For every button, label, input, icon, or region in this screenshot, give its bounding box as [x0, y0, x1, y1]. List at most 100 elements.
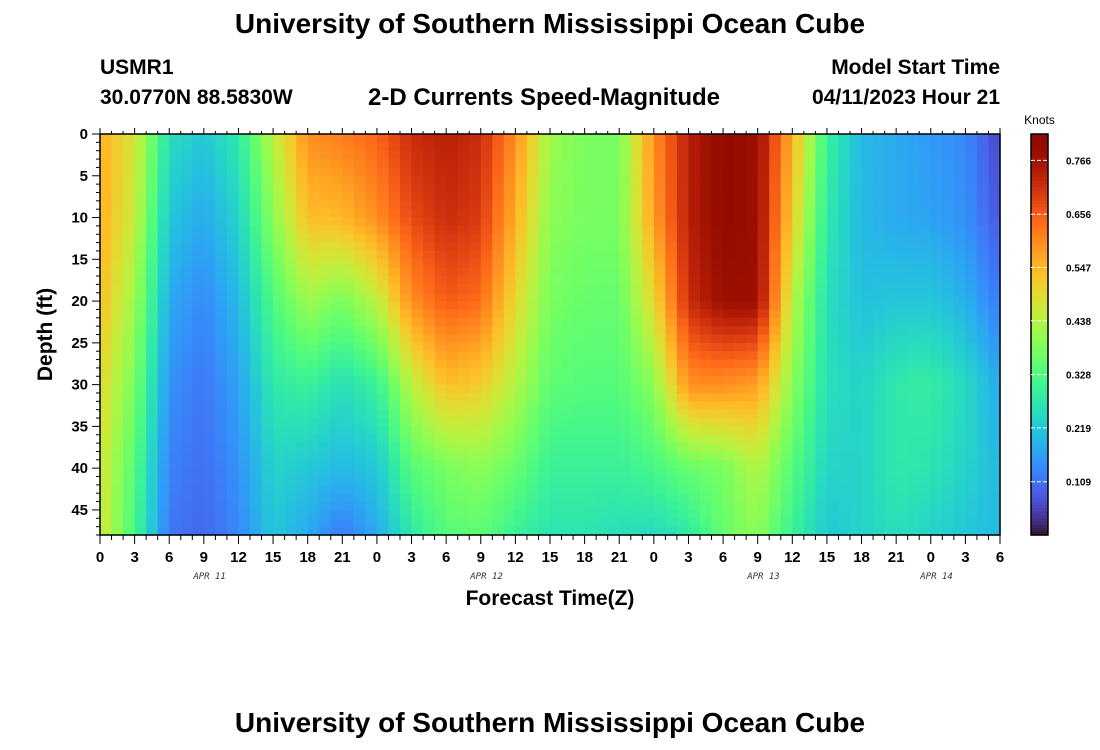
heatmap-cell: [584, 142, 597, 152]
x-tick-label: 15: [819, 549, 836, 566]
heatmap-cell: [457, 259, 470, 269]
heatmap-cell: [423, 192, 436, 202]
heatmap-cell: [953, 225, 966, 235]
heatmap-cell: [538, 409, 551, 419]
heatmap-cell: [146, 351, 159, 361]
heatmap-cell: [400, 292, 413, 302]
heatmap-cell: [734, 426, 747, 436]
heatmap-cell: [538, 301, 551, 311]
heatmap-cell: [123, 242, 136, 252]
heatmap-cell: [192, 459, 205, 469]
heatmap-cell: [884, 409, 897, 419]
heatmap-cell: [965, 367, 978, 377]
heatmap-cell: [815, 351, 828, 361]
heatmap-cell: [746, 376, 759, 386]
heatmap-cell: [838, 267, 851, 277]
heatmap-cell: [550, 493, 563, 503]
heatmap-cell: [780, 426, 793, 436]
heatmap-cell: [665, 301, 678, 311]
heatmap-cell: [296, 367, 309, 377]
heatmap-cell: [526, 134, 540, 143]
heatmap-cell: [561, 317, 574, 327]
heatmap-cell: [330, 276, 343, 285]
heatmap-cell: [250, 484, 263, 494]
heatmap-cell: [965, 276, 978, 285]
heatmap-cell: [353, 468, 366, 478]
heatmap-cell: [619, 493, 632, 503]
heatmap-cell: [111, 292, 124, 302]
heatmap-cell: [653, 401, 666, 411]
heatmap-cell: [976, 359, 990, 369]
heatmap-cell: [492, 292, 505, 302]
heatmap-cell: [376, 342, 390, 352]
heatmap-cell: [826, 167, 840, 177]
heatmap-cell: [503, 451, 516, 461]
heatmap-cell: [100, 159, 113, 169]
heatmap-cell: [273, 301, 286, 311]
heatmap-cell: [850, 451, 863, 461]
heatmap-cell: [700, 443, 713, 453]
heatmap-cell: [780, 225, 793, 235]
heatmap-cell: [734, 276, 747, 285]
heatmap-cell: [480, 484, 493, 494]
heatmap-cell: [365, 326, 378, 336]
heatmap-cell: [942, 434, 955, 444]
heatmap-cell: [769, 376, 782, 386]
colorbar-segment: [1031, 488, 1048, 493]
heatmap-cell: [411, 242, 424, 252]
heatmap-cell: [653, 217, 666, 227]
heatmap-cell: [826, 284, 840, 294]
heatmap-cell: [550, 292, 563, 302]
heatmap-cell: [353, 267, 366, 277]
heatmap-cell: [492, 351, 505, 361]
colorbar-segment: [1031, 441, 1048, 446]
heatmap-cell: [538, 392, 551, 402]
heatmap-cell: [273, 234, 286, 244]
heatmap-cell: [919, 317, 932, 327]
heatmap-cell: [319, 509, 332, 519]
heatmap-cell: [469, 326, 482, 336]
heatmap-cell: [180, 384, 193, 394]
heatmap-cell: [653, 418, 666, 427]
heatmap-cell: [353, 134, 366, 143]
heatmap-cell: [330, 426, 343, 436]
heatmap-cell: [376, 284, 390, 294]
heatmap-cell: [873, 384, 886, 394]
heatmap-cell: [100, 309, 113, 319]
heatmap-cell: [815, 401, 828, 411]
heatmap-cell: [330, 468, 343, 478]
heatmap-cell: [757, 384, 770, 394]
heatmap-cell: [734, 434, 747, 444]
heatmap-cell: [226, 134, 240, 143]
heatmap-cell: [896, 392, 909, 402]
heatmap-cell: [503, 309, 516, 319]
heatmap-cell: [180, 392, 193, 402]
heatmap-cell: [261, 468, 274, 478]
heatmap-cell: [584, 167, 597, 177]
heatmap-cell: [896, 459, 909, 469]
heatmap-cell: [550, 426, 563, 436]
heatmap-cell: [469, 334, 482, 344]
heatmap-cell: [100, 234, 113, 244]
heatmap-cell: [376, 443, 390, 453]
heatmap-cell: [330, 493, 343, 503]
heatmap-cell: [365, 242, 378, 252]
colorbar-segment: [1031, 448, 1048, 453]
colorbar-segment: [1031, 444, 1048, 449]
heatmap-cell: [203, 326, 216, 336]
heatmap-cell: [965, 184, 978, 194]
heatmap-cell: [780, 401, 793, 411]
heatmap-cell: [342, 476, 355, 486]
heatmap-cell: [365, 317, 378, 327]
heatmap-cell: [123, 167, 136, 177]
heatmap-cell: [376, 451, 390, 461]
heatmap-cell: [319, 326, 332, 336]
heatmap-cell: [388, 259, 401, 269]
heatmap-cell: [700, 526, 713, 536]
heatmap-cell: [573, 192, 586, 202]
heatmap-cell: [526, 401, 540, 411]
heatmap-cell: [792, 509, 805, 519]
heatmap-cell: [653, 409, 666, 419]
heatmap-cell: [838, 209, 851, 219]
heatmap-cell: [665, 418, 678, 427]
